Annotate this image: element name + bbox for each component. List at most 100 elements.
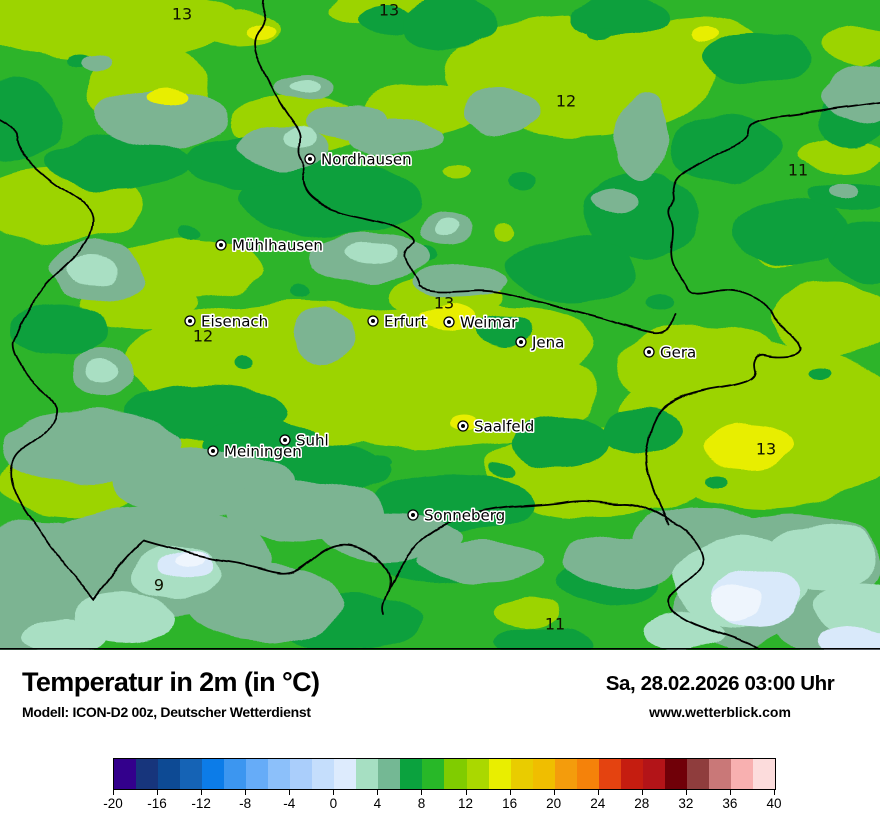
colorbar-segment xyxy=(598,759,621,789)
colorbar-tick xyxy=(774,789,775,795)
colorbar-segment xyxy=(136,759,159,789)
colorbar-segment xyxy=(686,759,709,789)
city-dot-center xyxy=(461,424,465,428)
city-marker-sonneberg: Sonneberg xyxy=(407,505,507,526)
colorbar-tick-label: 24 xyxy=(590,796,606,811)
colorbar-tick-label: 12 xyxy=(458,796,474,811)
city-label: Meiningen xyxy=(224,443,302,461)
colorbar-segment xyxy=(708,759,731,789)
city-marker-nordhausen: Nordhausen xyxy=(304,149,413,170)
colorbar-segment xyxy=(202,759,225,789)
city-marker-erfurt: Erfurt xyxy=(367,311,428,332)
colorbar-tick-labels: -20 -16 -12 -8 -4 0 4 8 12 16 20 24 28 32 36 40 xyxy=(103,796,781,814)
colorbar-segment xyxy=(620,759,643,789)
colorbar-tick xyxy=(553,789,555,795)
colorbar-tick xyxy=(201,789,203,795)
city-label: Mühlhausen xyxy=(232,237,323,255)
city-dot-center xyxy=(188,319,192,323)
city-dot-center xyxy=(211,449,215,453)
temperature-value-labels: 13 13 12 11 13 12 13 9 11 xyxy=(154,1,808,634)
colorbar-segment xyxy=(422,759,445,789)
colorbar-segment xyxy=(730,759,753,789)
city-dot-center xyxy=(447,320,451,324)
weather-map: 13 13 12 11 13 12 13 9 11 Nordhausen Mühlhausen Ei… xyxy=(0,0,880,650)
city-dot-center xyxy=(371,319,375,323)
colorbar-segment xyxy=(114,759,137,789)
map-temp-label: 11 xyxy=(545,615,565,634)
colorbar-segment xyxy=(554,759,577,789)
colorbar-segment xyxy=(268,759,291,789)
colorbar-tick xyxy=(289,789,291,795)
city-label: Suhl xyxy=(296,432,329,450)
city-label: Jena xyxy=(531,334,564,352)
city-marker-mhlhausen: Mühlhausen xyxy=(215,235,324,256)
colorbar-tick-label: 8 xyxy=(417,796,426,811)
city-label: Eisenach xyxy=(201,313,268,331)
colorbar-segment xyxy=(290,759,313,789)
city-dot-center xyxy=(411,513,415,517)
colorbar-segment xyxy=(334,759,357,789)
colorbar-tick-label: 40 xyxy=(766,796,782,811)
colorbar-tick xyxy=(729,789,731,795)
colorbar-tick xyxy=(113,789,114,795)
city-dot-center xyxy=(308,157,312,161)
colorbar-tick-label: -4 xyxy=(283,796,296,811)
colorbar-ticks xyxy=(113,789,775,795)
colorbar-tick xyxy=(245,789,247,795)
map-temp-label: 12 xyxy=(193,327,213,346)
colorbar-segment xyxy=(444,759,467,789)
city-label: Weimar xyxy=(460,314,518,332)
colorbar-tick-label: 0 xyxy=(329,796,338,811)
city-label: Erfurt xyxy=(384,313,427,331)
temperature-shading-layer xyxy=(0,0,880,650)
state-borders xyxy=(0,0,880,650)
map-area: 13 13 12 11 13 12 13 9 11 Nordhausen Mühlhausen Ei… xyxy=(0,0,880,650)
colorbar-segment xyxy=(576,759,599,789)
colorbar-tick-label: 28 xyxy=(634,796,650,811)
colorbar-tick-label: -20 xyxy=(103,796,123,811)
colorbar-tick xyxy=(597,789,599,795)
colorbar-tick-label: 4 xyxy=(373,796,382,811)
website-url: www.wetterblick.com xyxy=(649,704,791,720)
colorbar-tick-label: -16 xyxy=(147,796,167,811)
colorbar-tick-label: 36 xyxy=(722,796,738,811)
colorbar-tick-label: -8 xyxy=(239,796,252,811)
city-marker-suhl: Suhl xyxy=(279,430,330,451)
city-label: Sonneberg xyxy=(424,507,505,525)
colorbar-tick xyxy=(421,789,423,795)
map-temp-label: 11 xyxy=(788,161,808,180)
model-info: Modell: ICON-D2 00z, Deutscher Wetterdie… xyxy=(22,704,311,721)
map-temp-label: 13 xyxy=(756,440,776,459)
colorbar-tick-label: 20 xyxy=(546,796,562,811)
colorbar-tick xyxy=(685,789,687,795)
city-dot-center xyxy=(647,350,651,354)
colorbar-segment xyxy=(356,759,379,789)
footer-left: Temperatur in 2m (in °C) Modell: ICON-D2… xyxy=(22,667,320,721)
colorbar-segment xyxy=(246,759,269,789)
colorbar-segment xyxy=(466,759,489,789)
colorbar-segment xyxy=(312,759,335,789)
colorbar-tick-label: 16 xyxy=(502,796,518,811)
colorbar-segment xyxy=(224,759,247,789)
colorbar-tick-label: -12 xyxy=(191,796,211,811)
city-label: Gera xyxy=(660,344,696,362)
map-temp-label: 12 xyxy=(556,92,576,111)
city-dot-center xyxy=(283,438,287,442)
colorbar-segment xyxy=(664,759,687,789)
city-marker-jena: Jena xyxy=(515,332,566,353)
colorbar-segment xyxy=(378,759,401,789)
city-markers: Nordhausen Mühlhausen Eisenach Erfurt Weimar… xyxy=(184,149,698,526)
colorbar-tick xyxy=(641,789,643,795)
city-marker-weimar: Weimar xyxy=(443,312,520,333)
city-marker-meiningen: Meiningen xyxy=(207,441,303,462)
colorbar-tick-label: 32 xyxy=(678,796,694,811)
colorbar-tick xyxy=(465,789,467,795)
city-label: Nordhausen xyxy=(321,151,412,169)
page-title: Temperatur in 2m (in °C) xyxy=(22,667,320,697)
map-temp-label: 9 xyxy=(154,576,164,595)
colorbar-segment xyxy=(488,759,511,789)
city-label: Saalfeld xyxy=(474,418,534,436)
colorbar-segment xyxy=(752,759,775,789)
city-marker-saalfeld: Saalfeld xyxy=(457,416,536,437)
